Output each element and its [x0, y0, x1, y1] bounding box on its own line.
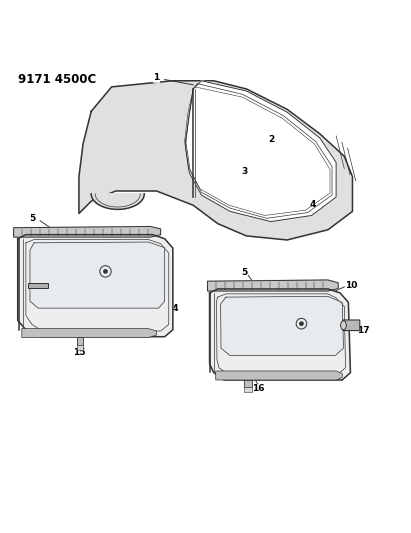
Text: 14: 14 [166, 304, 178, 313]
Polygon shape [77, 345, 83, 350]
Polygon shape [22, 328, 157, 337]
Text: 2: 2 [268, 135, 275, 144]
Polygon shape [210, 289, 351, 380]
Text: 15: 15 [73, 348, 85, 357]
Text: 9171 4500C: 9171 4500C [18, 72, 96, 86]
Circle shape [300, 322, 303, 325]
Polygon shape [18, 235, 173, 337]
FancyBboxPatch shape [343, 320, 360, 330]
Polygon shape [216, 371, 342, 380]
Text: 7: 7 [154, 273, 161, 282]
Polygon shape [221, 296, 344, 356]
Bar [28, 283, 48, 288]
Polygon shape [30, 242, 165, 308]
Text: 9: 9 [79, 258, 85, 267]
Text: 16: 16 [252, 384, 265, 393]
Text: 12: 12 [317, 321, 330, 330]
Text: 4: 4 [309, 200, 316, 209]
Text: 13: 13 [267, 333, 279, 342]
Polygon shape [77, 337, 83, 345]
Polygon shape [244, 380, 252, 387]
Circle shape [104, 270, 107, 273]
Text: 5: 5 [241, 268, 247, 277]
Ellipse shape [341, 321, 346, 330]
Polygon shape [208, 280, 338, 291]
Polygon shape [14, 227, 161, 237]
Text: 10: 10 [346, 281, 358, 290]
Polygon shape [91, 194, 144, 209]
Text: 3: 3 [241, 167, 247, 176]
Text: 6: 6 [135, 255, 141, 264]
Polygon shape [79, 81, 353, 240]
Text: 1: 1 [153, 74, 159, 83]
Polygon shape [244, 387, 252, 392]
Text: 17: 17 [357, 326, 369, 335]
Text: 18: 18 [58, 297, 71, 306]
Text: 5: 5 [29, 214, 35, 223]
Text: 8: 8 [23, 289, 30, 298]
Polygon shape [185, 81, 336, 222]
